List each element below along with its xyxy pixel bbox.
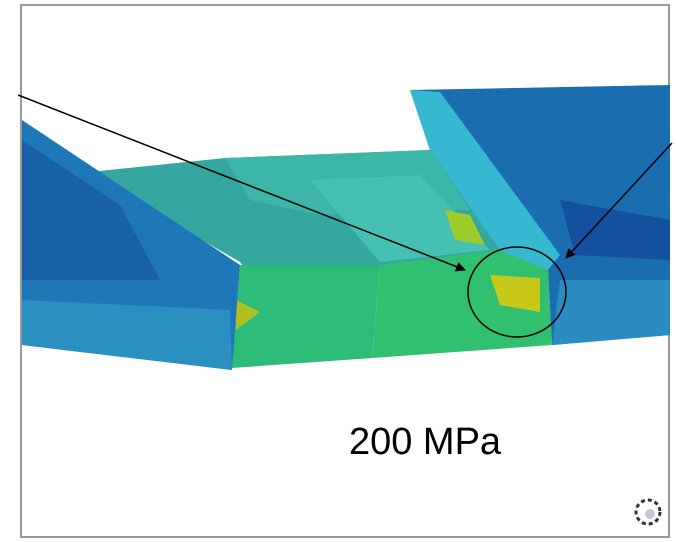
right-block-edge	[410, 90, 560, 270]
left-block-low	[22, 300, 232, 370]
arrow	[565, 142, 673, 259]
right-block-low	[552, 280, 670, 345]
raised-pad	[310, 175, 490, 262]
front-face	[232, 265, 380, 368]
rotate-icon	[634, 498, 662, 526]
left-block-shade	[22, 140, 160, 280]
hot-spot	[236, 300, 260, 330]
arrow	[17, 94, 466, 272]
peak-stress	[490, 275, 540, 312]
hot-spot	[445, 210, 485, 245]
stress-label: 200 MPa	[349, 421, 502, 463]
right-block-shade	[560, 200, 670, 260]
highlight-circle	[467, 246, 567, 338]
